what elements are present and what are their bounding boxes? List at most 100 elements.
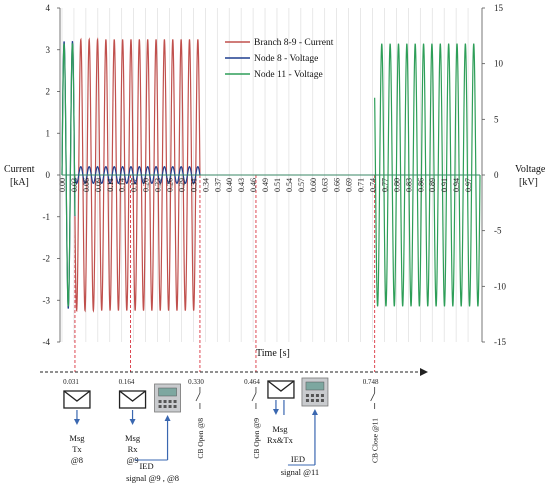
y-tick-label-left: 4 bbox=[46, 3, 51, 13]
event-time-label: 0.330 bbox=[188, 378, 204, 386]
x-tick-label: 0.91 bbox=[440, 178, 449, 192]
x-tick-label: 0.57 bbox=[297, 178, 306, 192]
x-tick-label: 0.89 bbox=[428, 178, 437, 192]
event-time-label: 0.464 bbox=[244, 378, 260, 386]
ied-signal-label: signal @9 , @8 bbox=[126, 473, 179, 483]
series-line-2 bbox=[61, 43, 76, 307]
x-tick-label: 0.77 bbox=[380, 178, 389, 192]
legend-label-node8: Node 8 - Voltage bbox=[254, 54, 318, 64]
series-line-0 bbox=[74, 37, 201, 313]
event-label: Msg bbox=[125, 433, 141, 443]
x-tick-label: 0.83 bbox=[404, 178, 413, 192]
axes: 0.00 0.03 0.06 0.09 0.11 0.14 0.17 0.20 0.23 0.26… bbox=[43, 3, 507, 347]
envelope-icon bbox=[118, 390, 147, 409]
envelope-icon bbox=[267, 380, 295, 399]
event-label: @9 bbox=[127, 455, 139, 465]
event-label: CB Open @8 bbox=[196, 418, 205, 459]
y-tick-label-right: 15 bbox=[494, 3, 504, 13]
y-tick-label-right: 0 bbox=[494, 170, 499, 180]
x-tick-label: 0.00 bbox=[58, 178, 67, 192]
x-tick-label: 0.97 bbox=[464, 178, 473, 192]
x-tick-label: 0.23 bbox=[154, 178, 163, 192]
ied-label: IED bbox=[139, 461, 153, 471]
x-tick-label: 0.46 bbox=[249, 178, 258, 192]
switch-icon bbox=[251, 387, 257, 409]
x-tick-label: 0.37 bbox=[213, 178, 222, 192]
event-label: CB Open @9 bbox=[252, 418, 261, 459]
x-tick-label: 0.54 bbox=[285, 178, 294, 192]
switch-icon bbox=[370, 387, 376, 409]
envelope-icon bbox=[63, 390, 91, 409]
x-tick-label: 0.74 bbox=[369, 178, 378, 192]
timeline-arrowhead bbox=[420, 368, 428, 376]
x-tick-label: 0.63 bbox=[321, 178, 330, 192]
x-tick-label: 0.11 bbox=[106, 178, 115, 192]
x-tick-label: 0.86 bbox=[416, 178, 425, 192]
legend: Branch 8-9 - Current Node 8 - Voltage No… bbox=[225, 38, 334, 80]
event-label: CB Close @11 bbox=[371, 418, 380, 463]
legend-label-current: Branch 8-9 - Current bbox=[254, 38, 334, 48]
y-tick-label-left: 2 bbox=[46, 87, 51, 97]
x-tick-label: 0.60 bbox=[309, 178, 318, 192]
signal-arrowhead bbox=[129, 419, 136, 425]
msg-rxtx-label: Rx&Tx bbox=[267, 435, 294, 445]
signal-arrowhead bbox=[272, 409, 279, 415]
y-axis-title-right-line1: Voltage bbox=[515, 164, 546, 175]
x-tick-label: 0.06 bbox=[82, 178, 91, 192]
switch-icon bbox=[195, 387, 201, 409]
signal-arrowhead bbox=[164, 415, 171, 421]
y-axis-title-left-line2: [kA] bbox=[10, 177, 29, 188]
signal-arrowhead bbox=[73, 419, 80, 425]
y-axis-title-right-line2: [kV] bbox=[519, 177, 538, 188]
x-tick-label: 0.26 bbox=[165, 178, 174, 192]
event-label: @8 bbox=[71, 455, 83, 465]
x-tick-label: 0.31 bbox=[189, 178, 198, 192]
y-tick-label-left: 1 bbox=[46, 128, 51, 138]
ied-signal-label: signal @11 bbox=[281, 467, 319, 477]
event-label: Tx bbox=[72, 444, 82, 454]
x-tick-label: 0.66 bbox=[333, 178, 342, 192]
msg-rxtx-label: Msg bbox=[272, 424, 288, 434]
x-tick-label: 0.34 bbox=[201, 178, 210, 192]
y-tick-label-left: -4 bbox=[43, 337, 51, 347]
y-tick-label-left: 0 bbox=[46, 170, 51, 180]
series-layer bbox=[61, 37, 481, 313]
ied-device-icon bbox=[301, 377, 329, 407]
y-axis-title-left-line1: Current bbox=[4, 164, 35, 175]
event-time-label: 0.748 bbox=[363, 378, 379, 386]
y-tick-label-left: -1 bbox=[43, 212, 51, 222]
ied-device-icon bbox=[154, 383, 181, 413]
signal-arrowhead bbox=[311, 409, 318, 415]
x-tick-label: 0.09 bbox=[94, 178, 103, 192]
x-tick-label: 0.69 bbox=[345, 178, 354, 192]
x-tick-label: 0.20 bbox=[142, 178, 151, 192]
x-axis-title: Time [s] bbox=[256, 348, 290, 359]
legend-label-node11: Node 11 - Voltage bbox=[254, 70, 323, 80]
x-tick-label: 0.03 bbox=[70, 178, 79, 192]
y-tick-label-left: -3 bbox=[43, 295, 51, 305]
x-tick-label: 0.14 bbox=[118, 178, 127, 192]
y-tick-label-left: -2 bbox=[43, 254, 51, 264]
y-tick-label-right: -10 bbox=[494, 281, 506, 291]
x-tick-label: 0.17 bbox=[130, 178, 139, 192]
event-time-label: 0.164 bbox=[119, 378, 135, 386]
y-tick-label-left: 3 bbox=[46, 45, 51, 55]
event-label: Rx bbox=[128, 444, 139, 454]
x-tick-label: 0.43 bbox=[237, 178, 246, 192]
x-tick-label: 0.40 bbox=[225, 178, 234, 192]
x-tick-label: 0.94 bbox=[452, 178, 461, 192]
event-label: Msg bbox=[69, 433, 85, 443]
x-tick-label: 0.51 bbox=[273, 178, 282, 192]
x-tick-label: 0.80 bbox=[392, 178, 401, 192]
x-tick-label: 0.49 bbox=[261, 178, 270, 192]
y-tick-label-right: 5 bbox=[494, 114, 499, 124]
y-tick-label-right: -5 bbox=[494, 226, 502, 236]
x-tick-label: 0.29 bbox=[177, 178, 186, 192]
y-tick-label-right: -15 bbox=[494, 337, 506, 347]
y-tick-label-right: 10 bbox=[494, 59, 504, 69]
x-tick-label: 0.71 bbox=[357, 178, 366, 192]
ied-label: IED bbox=[291, 454, 305, 464]
event-time-label: 0.031 bbox=[63, 378, 79, 386]
